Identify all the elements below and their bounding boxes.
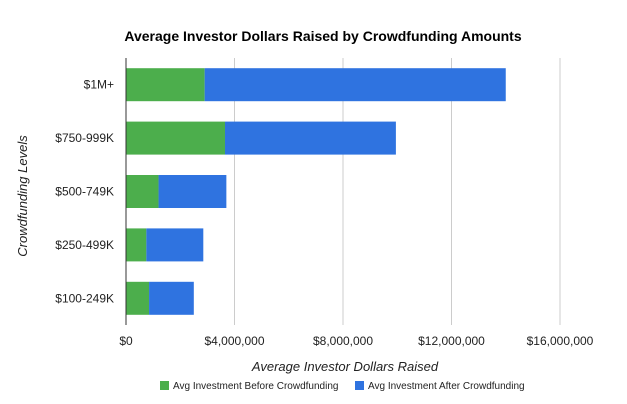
chart-title: Average Investor Dollars Raised by Crowd… <box>124 28 521 44</box>
x-tick-labels: $0 $4,000,000 $8,000,000 $12,000,000 $16,000… <box>119 334 593 348</box>
legend-label: Avg Investment Before Crowdfunding <box>173 381 338 392</box>
bar-segment-before <box>126 228 147 262</box>
legend-swatch <box>160 381 169 390</box>
x-axis-title: Average Investor Dollars Raised <box>251 359 439 374</box>
bar-segment-after <box>225 121 396 155</box>
legend-label: Avg Investment After Crowdfunding <box>368 381 525 392</box>
bar-segment-after <box>204 68 506 102</box>
legend: Avg Investment Before Crowdfunding Avg In… <box>160 381 525 392</box>
y-axis-title: Crowdfunding Levels <box>15 135 30 257</box>
bar-segment-before <box>126 175 159 208</box>
bar-segment-after <box>149 281 194 315</box>
bars <box>126 68 506 315</box>
category-label: $500-749K <box>55 185 114 199</box>
x-tick-label: $8,000,000 <box>313 334 373 348</box>
bar-segment-before <box>126 68 205 102</box>
bar-segment-after <box>146 228 204 262</box>
x-tick-label: $12,000,000 <box>418 334 485 348</box>
category-label: $1M+ <box>84 78 114 92</box>
legend-swatch <box>355 381 364 390</box>
x-tick-label: $16,000,000 <box>527 334 594 348</box>
category-label: $750-999K <box>55 131 114 145</box>
bar-segment-before <box>126 121 226 155</box>
bar-segment-after <box>158 175 227 208</box>
x-tick-label: $4,000,000 <box>204 334 264 348</box>
category-label: $100-249K <box>55 291 114 305</box>
category-labels: $1M+ $750-999K $500-749K $250-499K $100-249K <box>55 78 114 306</box>
x-tick-label: $0 <box>119 334 133 348</box>
grid-lines <box>234 58 561 325</box>
category-label: $250-499K <box>55 238 114 252</box>
bar-segment-before <box>126 281 150 315</box>
